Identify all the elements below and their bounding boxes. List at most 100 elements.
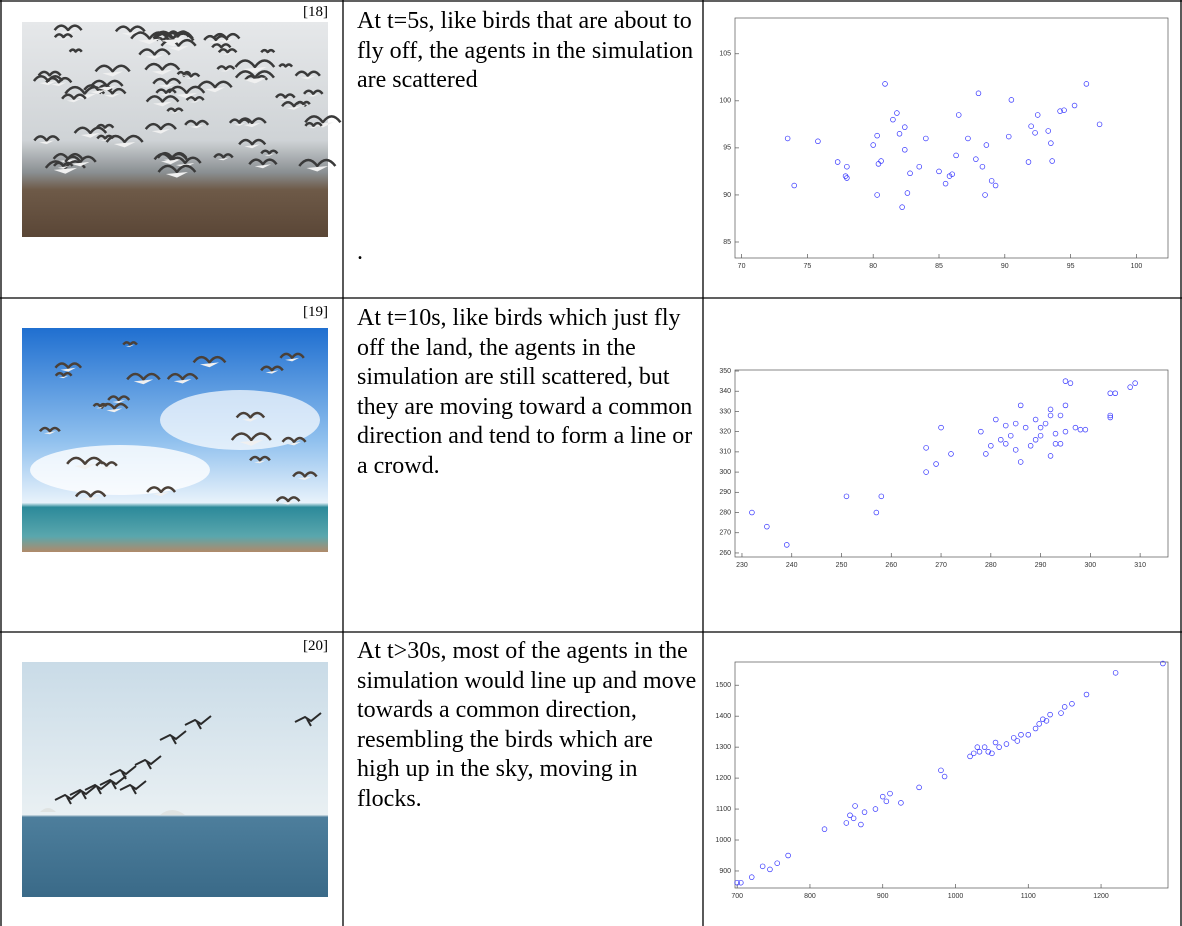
point xyxy=(1018,403,1023,408)
point xyxy=(899,800,904,805)
point xyxy=(971,751,976,756)
x-tick-label: 270 xyxy=(935,562,947,569)
point xyxy=(1083,427,1088,432)
photo-flock-sea xyxy=(22,662,328,897)
point xyxy=(1038,425,1043,430)
point xyxy=(1046,129,1051,134)
point xyxy=(1059,711,1064,716)
point xyxy=(1063,403,1068,408)
y-tick-label: 90 xyxy=(723,192,731,199)
point xyxy=(954,153,959,158)
point xyxy=(905,191,910,196)
x-tick-label: 800 xyxy=(804,893,816,900)
point xyxy=(956,113,961,118)
y-tick-label: 1300 xyxy=(715,744,731,751)
point xyxy=(923,136,928,141)
point xyxy=(942,774,947,779)
point xyxy=(934,462,939,467)
y-tick-label: 340 xyxy=(719,388,731,395)
y-tick-label: 95 xyxy=(723,145,731,152)
point xyxy=(988,443,993,448)
point xyxy=(1048,454,1053,459)
point xyxy=(1026,732,1031,737)
point xyxy=(949,451,954,456)
point xyxy=(844,821,849,826)
point xyxy=(862,810,867,815)
point xyxy=(1018,460,1023,465)
point xyxy=(858,822,863,827)
point xyxy=(1058,441,1063,446)
point xyxy=(749,875,754,880)
x-tick-label: 290 xyxy=(1035,562,1047,569)
point xyxy=(978,429,983,434)
bird xyxy=(70,50,82,52)
x-tick-label: 280 xyxy=(985,562,997,569)
point xyxy=(1053,441,1058,446)
point xyxy=(1033,437,1038,442)
point xyxy=(851,816,856,821)
point xyxy=(997,745,1002,750)
point xyxy=(1048,712,1053,717)
point xyxy=(1048,413,1053,418)
point xyxy=(1029,124,1034,129)
point xyxy=(1043,421,1048,426)
bird xyxy=(178,72,191,74)
y-tick-label: 85 xyxy=(723,239,731,246)
point xyxy=(1108,391,1113,396)
point xyxy=(871,143,876,148)
plot-frame xyxy=(735,370,1168,557)
point xyxy=(1037,722,1042,727)
description: At t=10s, like birds which just fly off … xyxy=(357,304,697,481)
y-tick-label: 310 xyxy=(719,449,731,456)
point xyxy=(894,111,899,116)
point xyxy=(902,125,907,130)
point xyxy=(973,157,978,162)
point xyxy=(1026,160,1031,165)
description: At t=5s, like birds that are about to fl… xyxy=(357,7,697,96)
point xyxy=(902,147,907,152)
point xyxy=(853,804,858,809)
point xyxy=(738,880,743,885)
point xyxy=(1023,425,1028,430)
point xyxy=(993,740,998,745)
point xyxy=(1073,425,1078,430)
reference: [20] xyxy=(303,638,328,655)
point xyxy=(976,91,981,96)
point xyxy=(760,864,765,869)
point xyxy=(1050,159,1055,164)
point xyxy=(980,164,985,169)
x-tick-label: 1000 xyxy=(948,893,964,900)
point xyxy=(1072,103,1077,108)
point xyxy=(784,542,789,547)
point xyxy=(875,133,880,138)
point xyxy=(1003,441,1008,446)
x-tick-label: 70 xyxy=(738,263,746,270)
reference: [19] xyxy=(303,304,328,321)
point xyxy=(982,745,987,750)
point xyxy=(1053,431,1058,436)
point xyxy=(876,161,881,166)
x-tick-label: 300 xyxy=(1085,562,1097,569)
y-tick-label: 1100 xyxy=(716,806,731,813)
point xyxy=(775,861,780,866)
x-tick-label: 95 xyxy=(1067,263,1075,270)
point xyxy=(844,494,849,499)
y-tick-label: 280 xyxy=(719,509,731,516)
point xyxy=(1009,97,1014,102)
x-tick-label: 900 xyxy=(877,893,889,900)
point xyxy=(993,183,998,188)
bird xyxy=(94,404,107,406)
point xyxy=(1063,429,1068,434)
point xyxy=(875,193,880,198)
point xyxy=(879,494,884,499)
point xyxy=(1070,701,1075,706)
x-tick-label: 90 xyxy=(1001,263,1009,270)
point xyxy=(785,136,790,141)
point xyxy=(1078,427,1083,432)
point xyxy=(917,164,922,169)
point xyxy=(891,117,896,122)
point xyxy=(880,794,885,799)
point xyxy=(939,425,944,430)
x-tick-label: 1100 xyxy=(1021,893,1036,900)
x-tick-label: 700 xyxy=(731,893,743,900)
